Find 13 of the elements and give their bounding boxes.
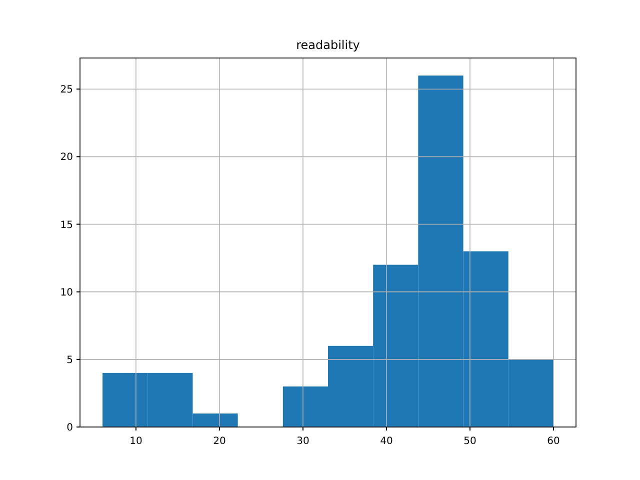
y-tick-label: 5 bbox=[66, 354, 73, 366]
y-tick-label: 15 bbox=[60, 220, 73, 231]
chart-title: readability bbox=[296, 38, 360, 52]
x-tick-label: 40 bbox=[380, 436, 393, 447]
x-tick-label: 30 bbox=[296, 436, 310, 447]
x-tick-label: 20 bbox=[213, 436, 226, 447]
x-tick-label: 50 bbox=[464, 436, 476, 447]
y-tick-label: 20 bbox=[60, 152, 73, 164]
y-tick-label: 0 bbox=[66, 422, 73, 434]
y-tick-label: 10 bbox=[60, 287, 73, 298]
x-tick-label: 60 bbox=[547, 436, 560, 447]
y-tick-label: 25 bbox=[60, 84, 73, 96]
x-tick-label: 10 bbox=[130, 436, 142, 447]
